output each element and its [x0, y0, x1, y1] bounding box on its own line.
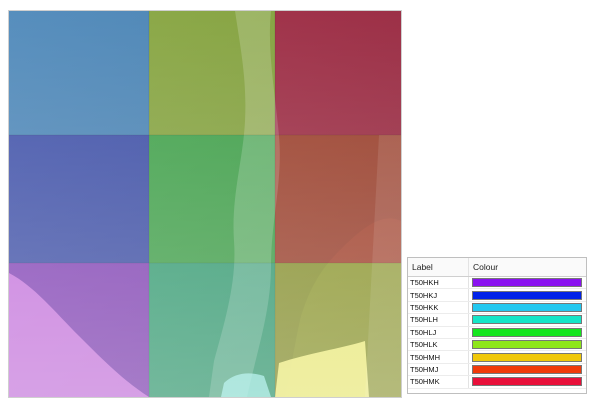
legend-swatch[interactable]: [472, 290, 582, 300]
map-tile: [9, 11, 149, 135]
legend-row[interactable]: T50HKJ: [408, 289, 586, 302]
legend-row-label: T50HKH: [408, 277, 469, 289]
legend-row[interactable]: T50HKH: [408, 277, 586, 290]
legend-swatch[interactable]: [472, 278, 582, 288]
satellite-tile-map[interactable]: [8, 10, 402, 398]
tile-mosaic: [9, 11, 401, 397]
legend-header: Label Colour: [408, 258, 586, 277]
legend-row-label: T50HMH: [408, 351, 469, 363]
legend-table: Label Colour T50HKH T50HKJ T50HKK T50HLH…: [407, 257, 587, 394]
legend-row[interactable]: T50HLK: [408, 338, 586, 352]
legend-row-label: T50HKJ: [408, 289, 469, 301]
legend-swatch[interactable]: [472, 340, 582, 350]
legend-swatch[interactable]: [472, 364, 582, 374]
legend-row-label: T50HLJ: [408, 326, 469, 338]
legend-row-label: T50HMK: [408, 376, 469, 388]
legend-rows: T50HKH T50HKJ T50HKK T50HLH T50HLJ T50HL…: [408, 277, 586, 389]
legend-row-label: T50HLH: [408, 314, 469, 326]
legend-row[interactable]: T50HMJ: [408, 363, 586, 377]
legend-row[interactable]: T50HLH: [408, 314, 586, 327]
legend-row-label: T50HMJ: [408, 363, 469, 376]
column-header-label[interactable]: Label: [408, 258, 469, 276]
legend-swatch[interactable]: [472, 302, 582, 312]
legend-row[interactable]: T50HMH: [408, 351, 586, 364]
legend-row[interactable]: T50HLJ: [408, 326, 586, 339]
legend-swatch[interactable]: [472, 327, 582, 337]
legend-row-label: T50HLK: [408, 338, 469, 351]
legend-swatch[interactable]: [472, 377, 582, 387]
legend-row[interactable]: T50HMK: [408, 376, 586, 389]
legend-row-label: T50HKK: [408, 301, 469, 314]
legend-row[interactable]: T50HKK: [408, 301, 586, 315]
legend-swatch[interactable]: [472, 315, 582, 325]
column-header-colour[interactable]: Colour: [473, 262, 499, 272]
map-tile: [9, 135, 149, 263]
legend-swatch[interactable]: [472, 352, 582, 362]
